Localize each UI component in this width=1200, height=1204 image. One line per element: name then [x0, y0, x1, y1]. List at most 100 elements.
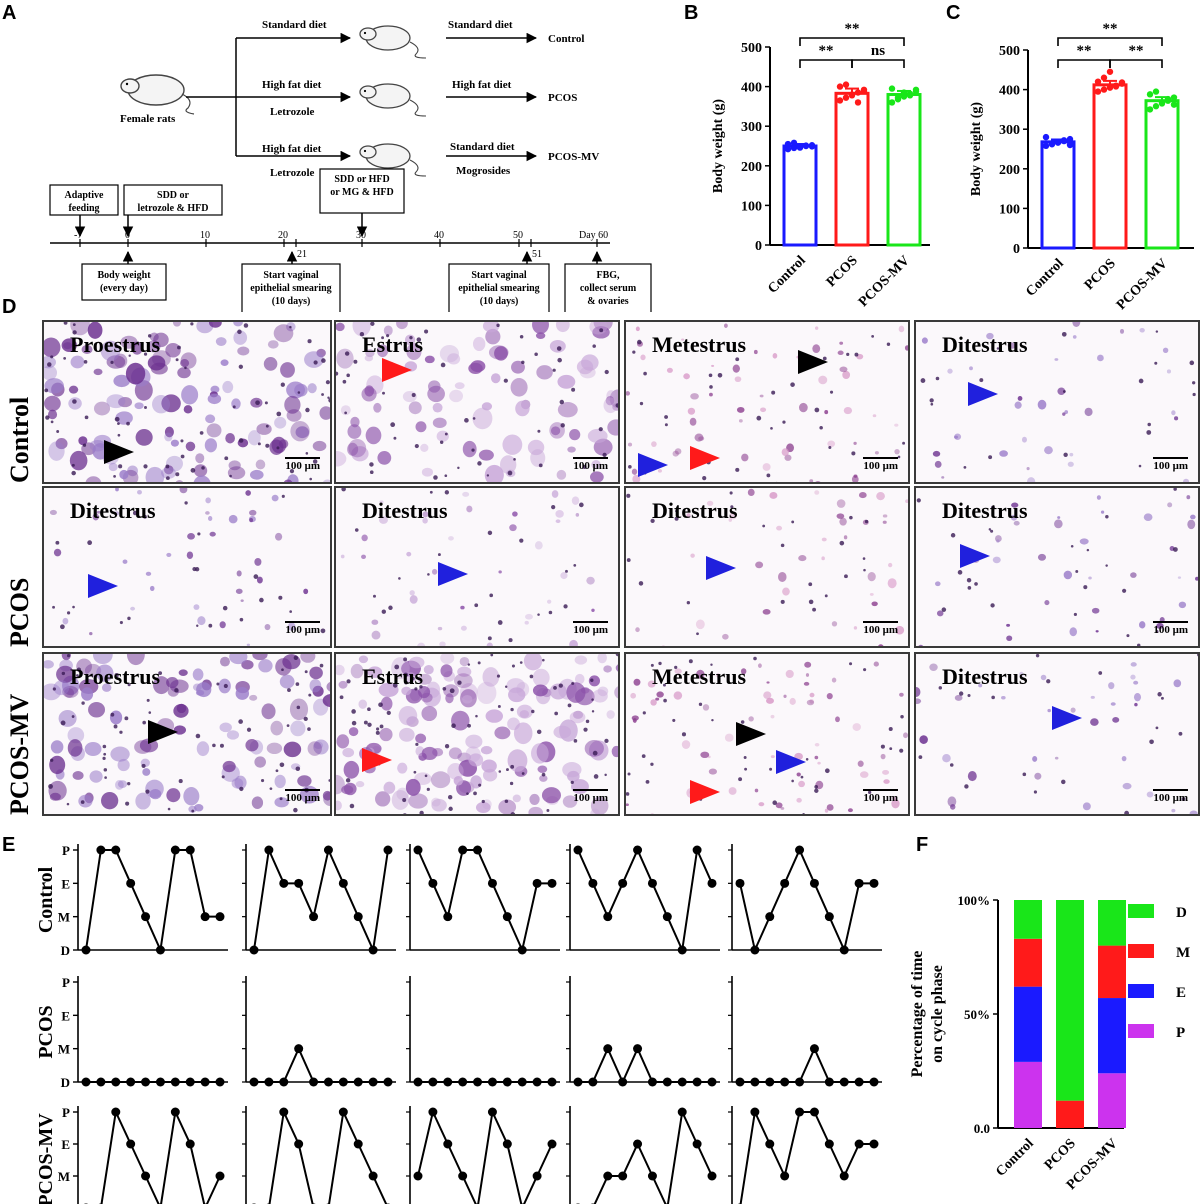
nucleus — [938, 686, 942, 690]
nucleus — [71, 470, 76, 476]
bar — [782, 144, 818, 247]
nucleus — [127, 781, 131, 786]
x-tick-label: PCOS — [824, 253, 861, 290]
cell — [1069, 627, 1078, 637]
y-axis-label: Body weight (g) — [711, 99, 726, 193]
nucleus — [239, 786, 244, 792]
cell — [70, 355, 85, 369]
cycle-point — [547, 878, 557, 888]
cell — [770, 755, 775, 759]
cell — [532, 668, 550, 687]
significance-label: ** — [1103, 21, 1118, 37]
cell — [696, 669, 705, 679]
nucleus — [570, 780, 574, 785]
nucleus — [295, 766, 301, 771]
cell — [853, 441, 857, 445]
cell — [422, 511, 429, 518]
nucleus — [145, 789, 150, 794]
cell — [237, 346, 250, 356]
cell — [1047, 708, 1051, 713]
cell — [860, 771, 869, 778]
cell — [197, 616, 206, 626]
data-point — [848, 92, 856, 99]
nucleus — [966, 577, 972, 583]
nucleus — [615, 403, 618, 408]
cycle-point — [338, 1077, 348, 1087]
cell — [674, 668, 682, 674]
data-point — [836, 97, 844, 104]
cell — [1040, 674, 1047, 681]
cell — [815, 481, 821, 482]
cell — [590, 796, 609, 814]
cell — [858, 492, 867, 499]
cell — [307, 741, 322, 756]
cell — [418, 685, 431, 699]
nucleus — [557, 357, 562, 363]
nucleus — [110, 360, 114, 365]
cell — [851, 475, 859, 482]
nucleus — [243, 323, 249, 328]
cell — [789, 697, 796, 705]
cell — [909, 367, 910, 371]
nucleus — [808, 599, 814, 605]
cell — [549, 683, 567, 700]
cell — [770, 714, 775, 719]
nucleus — [988, 528, 992, 531]
nucleus — [237, 329, 242, 335]
cell — [44, 365, 58, 381]
cell — [365, 426, 382, 445]
cell — [1026, 477, 1036, 482]
nucleus — [738, 777, 743, 782]
cell — [537, 765, 548, 773]
cycle-point — [428, 1107, 438, 1117]
cell — [206, 423, 222, 438]
cell — [1001, 695, 1006, 700]
cell — [44, 660, 54, 669]
nucleus — [593, 774, 599, 779]
cell — [796, 797, 802, 803]
data-point — [1106, 84, 1114, 91]
cell — [312, 440, 327, 452]
cell — [439, 344, 460, 363]
x-tick-label: Control — [765, 253, 809, 297]
y-tick-label: E — [61, 1137, 70, 1152]
cell — [180, 359, 190, 368]
data-point — [1152, 103, 1160, 110]
micrograph: Ditestrus 100 μm — [914, 652, 1200, 816]
cell — [656, 691, 664, 698]
nucleus — [363, 720, 368, 725]
cell — [396, 322, 408, 330]
y-tick-label: 200 — [999, 163, 1020, 178]
cycle-point — [750, 945, 760, 955]
cell — [274, 797, 289, 808]
nucleus — [293, 807, 298, 813]
cell — [81, 687, 94, 701]
nucleus — [642, 711, 646, 715]
cell — [322, 694, 330, 708]
cell — [569, 711, 586, 724]
cell — [196, 322, 214, 334]
nucleus — [87, 540, 93, 546]
cell — [836, 513, 845, 519]
cell — [919, 735, 928, 744]
cell — [1064, 410, 1069, 414]
cycle-point — [487, 1077, 497, 1087]
nucleus — [1155, 726, 1159, 730]
nucleus — [730, 505, 734, 509]
cycle-point — [338, 878, 348, 888]
cycle-point — [338, 1107, 348, 1117]
cell — [431, 568, 438, 575]
nucleus — [579, 502, 584, 508]
cell — [534, 541, 543, 550]
y-tick-label: P — [62, 1105, 70, 1120]
cell — [1088, 576, 1092, 580]
cell — [226, 730, 240, 740]
cycle-point — [294, 1044, 304, 1054]
cell — [365, 349, 375, 358]
cycle-point — [647, 1171, 657, 1181]
nucleus — [426, 787, 430, 791]
micrograph: Proestrus 100 μm — [42, 320, 332, 484]
cell — [93, 401, 111, 416]
rat-icon — [359, 25, 427, 59]
cell — [475, 801, 491, 814]
